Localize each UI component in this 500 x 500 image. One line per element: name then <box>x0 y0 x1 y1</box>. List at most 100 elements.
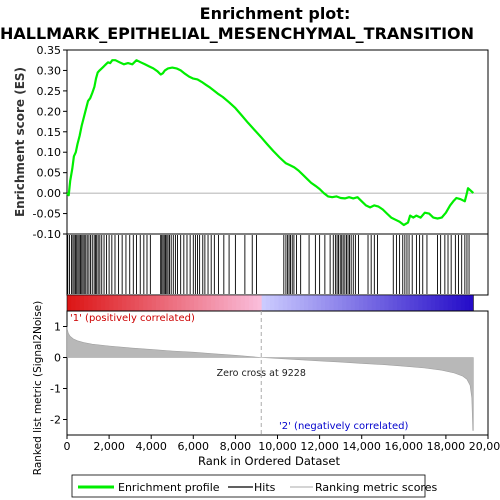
es-y-tick-label: 0.35 <box>37 44 62 57</box>
color-bar-segment <box>287 295 292 311</box>
x-tick-label: 8,000 <box>220 440 252 453</box>
chart-title-line2: HALLMARK_EPITHELIAL_MESENCHYMAL_TRANSITI… <box>0 24 474 43</box>
color-bar-segment <box>105 295 110 311</box>
color-bar-segment <box>185 295 191 311</box>
color-bar-segment <box>168 295 174 311</box>
negative-correlation-label: '2' (negatively correlated) <box>279 421 408 432</box>
color-bar-segment <box>439 295 445 311</box>
metric-y-tick-label: -1 <box>50 383 61 396</box>
color-bar-segment <box>181 295 186 311</box>
color-bar-segment <box>202 295 208 311</box>
x-tick-label: 20,000 <box>469 440 500 453</box>
color-bar-segment <box>265 295 271 311</box>
color-bar-segment <box>67 295 72 311</box>
es-y-tick-label: 0.05 <box>37 167 62 180</box>
color-bar-segment <box>367 295 373 311</box>
es-y-tick-label: 0.15 <box>37 126 62 139</box>
color-bar-segment <box>75 295 81 311</box>
color-bar-segment <box>316 295 322 311</box>
x-tick-label: 14,000 <box>342 440 381 453</box>
legend-item-profile: Enrichment profile <box>118 481 220 494</box>
x-tick-label: 0 <box>64 440 71 453</box>
es-y-tick-label: 0.25 <box>37 85 62 98</box>
color-bar-segment <box>206 295 212 311</box>
color-bar-segment <box>96 295 102 311</box>
color-bar-segment <box>227 295 233 311</box>
color-bar-segment <box>308 295 313 311</box>
metric-plot-area <box>66 310 489 436</box>
color-bar-segment <box>426 295 432 311</box>
x-axis-label: Rank in Ordered Dataset <box>198 454 341 468</box>
color-bar-segment <box>295 295 301 311</box>
color-bar-segment <box>414 295 419 311</box>
x-tick-label: 2,000 <box>93 440 125 453</box>
color-bar-segment <box>375 295 381 311</box>
color-bar-segment <box>113 295 119 311</box>
zero-cross-label: Zero cross at 9228 <box>217 368 306 379</box>
color-bar-segment <box>261 295 267 311</box>
color-bar-segment <box>248 295 254 311</box>
color-bar-segment <box>282 295 288 311</box>
x-tick-label: 16,000 <box>385 440 424 453</box>
color-bar-segment <box>409 295 415 311</box>
color-bar-segment <box>164 295 169 311</box>
color-bar-segment <box>359 295 364 311</box>
es-y-tick-label: 0.20 <box>37 105 62 118</box>
metric-y-tick-label: 1 <box>54 321 61 334</box>
color-bar-segment <box>278 295 284 311</box>
x-tick-label: 4,000 <box>135 440 167 453</box>
color-bar-segment <box>130 295 136 311</box>
color-bar-segment <box>342 295 347 311</box>
color-bar-segment <box>456 295 461 311</box>
positive-correlation-label: '1' (positively correlated) <box>70 313 195 324</box>
color-bar-segment <box>193 295 199 311</box>
hits-plot-area <box>66 233 489 296</box>
color-bar-segment <box>172 295 178 311</box>
es-y-tick-label: 0.10 <box>37 146 62 159</box>
color-bar-segment <box>299 295 305 311</box>
x-tick-label: 12,000 <box>300 440 339 453</box>
color-bar-segment <box>126 295 131 311</box>
x-tick-label: 18,000 <box>427 440 466 453</box>
color-bar-segment <box>198 295 203 311</box>
color-bar-segment <box>223 295 229 311</box>
color-bar-segment <box>240 295 246 311</box>
color-bar-segment <box>215 295 220 311</box>
hits-panel <box>66 233 489 296</box>
color-bar-segment <box>435 295 440 311</box>
color-bar-segment <box>138 295 144 311</box>
es-panel: -0.10 -0.05 0.00 0.05 0.10 0.15 0.20 0.25 0.30 0.… <box>33 44 489 241</box>
color-bar-segment <box>354 295 360 311</box>
color-bar-segment <box>443 295 449 311</box>
metric-y-tick-label: -2 <box>50 414 61 427</box>
metric-y-tick-label: 0 <box>54 352 61 365</box>
color-bar-segment <box>460 295 466 311</box>
color-bar-segment <box>320 295 326 311</box>
color-bar-segment <box>100 295 106 311</box>
es-y-tick-label: -0.05 <box>33 208 61 221</box>
color-bar-segment <box>405 295 411 311</box>
color-bar-segment <box>397 295 402 311</box>
color-bar-segment <box>303 295 309 311</box>
es-y-tick-label: -0.10 <box>33 228 61 241</box>
color-bar-segment <box>122 295 127 311</box>
color-bar-segment <box>177 295 182 311</box>
color-bar-segment <box>134 295 140 311</box>
color-bar-segment <box>143 295 148 311</box>
legend-item-hits: Hits <box>254 481 276 494</box>
x-tick-label: 6,000 <box>178 440 210 453</box>
color-bar-segment <box>79 295 85 311</box>
color-bar-segment <box>346 295 351 311</box>
color-bar-segment <box>189 295 195 311</box>
x-tick-label: 10,000 <box>258 440 297 453</box>
color-bar-segment <box>291 295 296 311</box>
color-bar-segment <box>117 295 123 311</box>
color-bar-segment <box>392 295 398 311</box>
chart-title-line1: Enrichment plot: <box>200 4 351 23</box>
color-bar-segment <box>469 295 474 311</box>
color-bar-segment <box>363 295 368 311</box>
color-bar-segment <box>333 295 339 311</box>
rank-color-bar <box>66 294 474 312</box>
color-bar-segment <box>422 295 428 311</box>
color-bar-segment <box>430 295 436 311</box>
